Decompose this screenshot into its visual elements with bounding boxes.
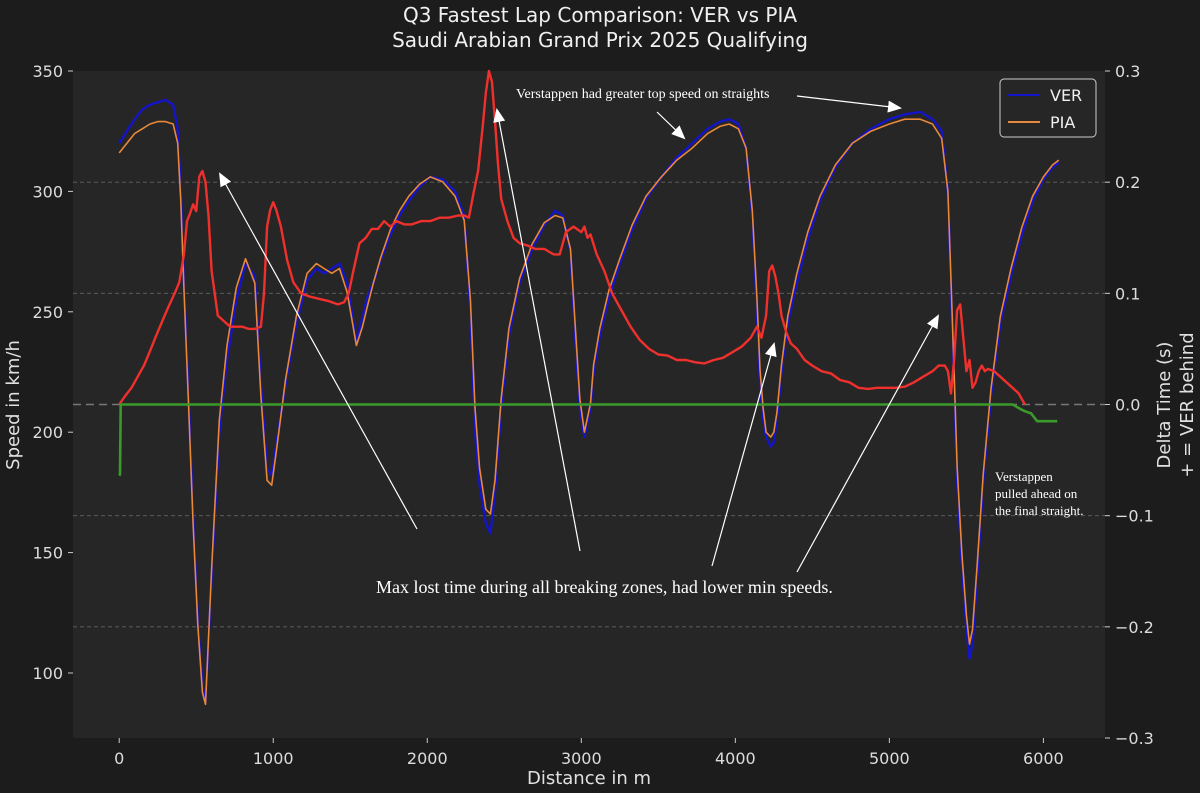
legend-ver-label: VER — [1050, 86, 1082, 105]
legend-pia-label: PIA — [1050, 113, 1075, 132]
y-tick-label: 250 — [32, 303, 63, 322]
series-delta-negative-line — [118, 403, 1058, 477]
annotation-final-line2: pulled ahead on — [995, 486, 1078, 501]
series-ver-line — [118, 98, 1060, 704]
arrow-braking-1 — [219, 172, 418, 530]
y2-tick-label: −0.1 — [1115, 507, 1154, 526]
y-tick-label: 350 — [32, 62, 63, 81]
x-axis-ticks: 0 1000 2000 3000 4000 5000 6000 — [114, 738, 1064, 768]
x-tick-label: 2000 — [407, 749, 448, 768]
y2-tick-label: −0.2 — [1115, 618, 1154, 637]
arrow-braking-3 — [711, 342, 777, 567]
arrow-braking-4 — [796, 314, 939, 573]
y2-tick-label: 0.1 — [1115, 284, 1140, 303]
y-tick-label: 200 — [32, 423, 63, 442]
x-tick-label: 1000 — [253, 749, 294, 768]
x-tick-label: 3000 — [561, 749, 602, 768]
x-tick-label: 4000 — [715, 749, 756, 768]
y-tick-label: 300 — [32, 182, 63, 201]
x-axis-label: Distance in m — [527, 768, 651, 789]
y2-axis-ticks: −0.3 −0.2 −0.1 0.0 0.1 0.2 0.3 — [1105, 62, 1154, 748]
x-tick-label: 0 — [114, 749, 124, 768]
annotation-final-line3: the final straight. — [995, 503, 1083, 518]
series-delta-line — [118, 69, 1026, 406]
annotation-arrows — [219, 95, 939, 573]
series-lines — [118, 69, 1060, 706]
legend: VER PIA — [999, 78, 1097, 138]
y2-tick-label: 0.3 — [1115, 62, 1140, 81]
y-tick-label: 100 — [32, 664, 63, 683]
y2-axis-label-line1: Delta Time (s) — [1154, 342, 1175, 469]
chart-title: Q3 Fastest Lap Comparison: VER vs PIA — [403, 3, 797, 27]
chart-subtitle: Saudi Arabian Grand Prix 2025 Qualifying — [392, 28, 808, 52]
y-axis-ticks: 100 150 200 250 300 350 — [32, 62, 73, 683]
y2-tick-label: 0.0 — [1115, 396, 1140, 415]
arrow-braking-2 — [493, 108, 581, 552]
y2-axis-label-line2: + = VER behind — [1177, 332, 1198, 477]
annotation-final-line1: Verstappen — [995, 469, 1053, 484]
y2-tick-label: 0.2 — [1115, 173, 1140, 192]
x-tick-label: 6000 — [1023, 749, 1064, 768]
arrow-top-speed-left — [656, 111, 686, 140]
annotation-top-speed: Verstappen had greater top speed on stra… — [516, 87, 769, 102]
y2-tick-label: −0.3 — [1115, 729, 1154, 748]
series-pia-line — [118, 118, 1060, 706]
y-tick-label: 150 — [32, 544, 63, 563]
arrow-top-speed-right — [796, 95, 902, 113]
y-axis-label: Speed in km/h — [3, 340, 24, 470]
x-tick-label: 5000 — [869, 749, 910, 768]
annotation-braking: Max lost time during all breaking zones,… — [376, 577, 833, 597]
